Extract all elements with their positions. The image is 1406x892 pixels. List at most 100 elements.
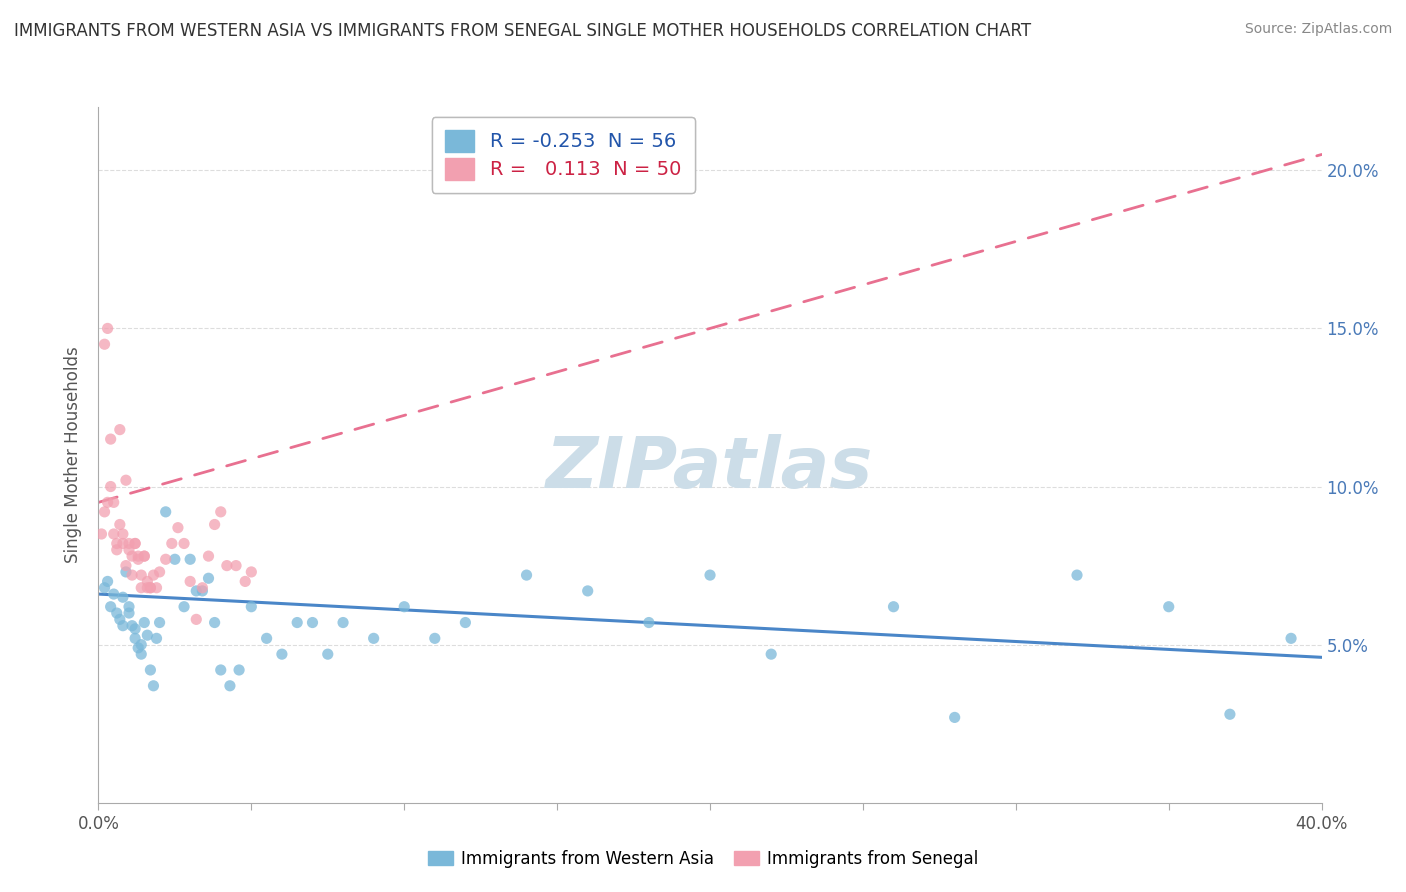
Point [121,618,143,632]
Point [392,599,416,614]
Point [454,615,477,630]
Point [316,647,339,661]
Point [129,581,152,595]
Point [129,638,152,652]
Point [142,679,165,693]
Point [90,527,112,541]
Point [105,606,128,620]
Point [186,612,208,626]
Point [363,632,385,646]
Point [127,552,149,566]
Point [142,568,165,582]
Point [105,536,128,550]
Point [285,615,308,630]
Point [103,527,125,541]
Text: IMMIGRANTS FROM WESTERN ASIA VS IMMIGRANTS FROM SENEGAL SINGLE MOTHER HOUSEHOLDS: IMMIGRANTS FROM WESTERN ASIA VS IMMIGRAN… [14,22,1031,40]
Y-axis label: Single Mother Households: Single Mother Households [65,347,83,563]
Point [186,583,208,598]
Point [155,505,177,519]
Point [97,321,120,335]
Point [124,622,146,636]
Point [1279,632,1302,646]
Point [179,552,201,566]
Point [134,549,156,563]
Point [145,632,167,646]
Point [111,536,134,550]
Point [134,615,156,630]
Point [225,558,247,573]
Point [124,536,146,550]
Point [100,479,122,493]
Point [121,568,143,582]
Point [204,517,226,532]
Point [1219,707,1241,722]
Point [197,549,219,563]
Point [118,536,141,550]
Point [1157,599,1180,614]
Point [155,552,177,566]
Text: Source: ZipAtlas.com: Source: ZipAtlas.com [1244,22,1392,37]
Point [118,599,141,614]
Legend: Immigrants from Western Asia, Immigrants from Senegal: Immigrants from Western Asia, Immigrants… [420,844,986,875]
Point [160,536,183,550]
Point [173,599,195,614]
Point [149,565,172,579]
Point [124,632,146,646]
Point [759,647,782,661]
Point [100,432,122,446]
Point [100,599,122,614]
Point [1066,568,1088,582]
Point [163,552,186,566]
Point [240,599,263,614]
Point [118,542,141,557]
Point [118,606,141,620]
Point [111,618,134,632]
Point [145,581,167,595]
Point [215,558,238,573]
Point [197,571,219,585]
Point [943,710,966,724]
Point [167,521,190,535]
Point [699,568,721,582]
Point [179,574,201,589]
Point [127,549,149,563]
Point [883,599,905,614]
Point [204,615,226,630]
Point [233,574,256,589]
Point [139,663,162,677]
Point [124,536,146,550]
Point [637,615,661,630]
Point [191,583,214,598]
Point [97,495,120,509]
Point [103,495,125,509]
Point [149,615,172,630]
Point [191,581,214,595]
Point [301,615,323,630]
Point [270,647,292,661]
Point [93,337,115,351]
Point [115,565,138,579]
Point [173,536,195,550]
Point [423,632,446,646]
Point [139,581,162,595]
Point [136,574,159,589]
Point [129,647,152,661]
Point [516,568,538,582]
Point [108,517,131,532]
Point [136,581,159,595]
Point [111,591,134,605]
Point [129,568,152,582]
Point [209,663,232,677]
Point [93,505,115,519]
Point [115,473,138,487]
Point [139,581,162,595]
Point [240,565,263,579]
Point [121,549,143,563]
Legend: R = -0.253  N = 56, R =   0.113  N = 50: R = -0.253 N = 56, R = 0.113 N = 50 [432,117,695,194]
Point [97,574,120,589]
Point [136,628,159,642]
Point [332,615,354,630]
Point [219,679,242,693]
Point [134,549,156,563]
Point [105,542,128,557]
